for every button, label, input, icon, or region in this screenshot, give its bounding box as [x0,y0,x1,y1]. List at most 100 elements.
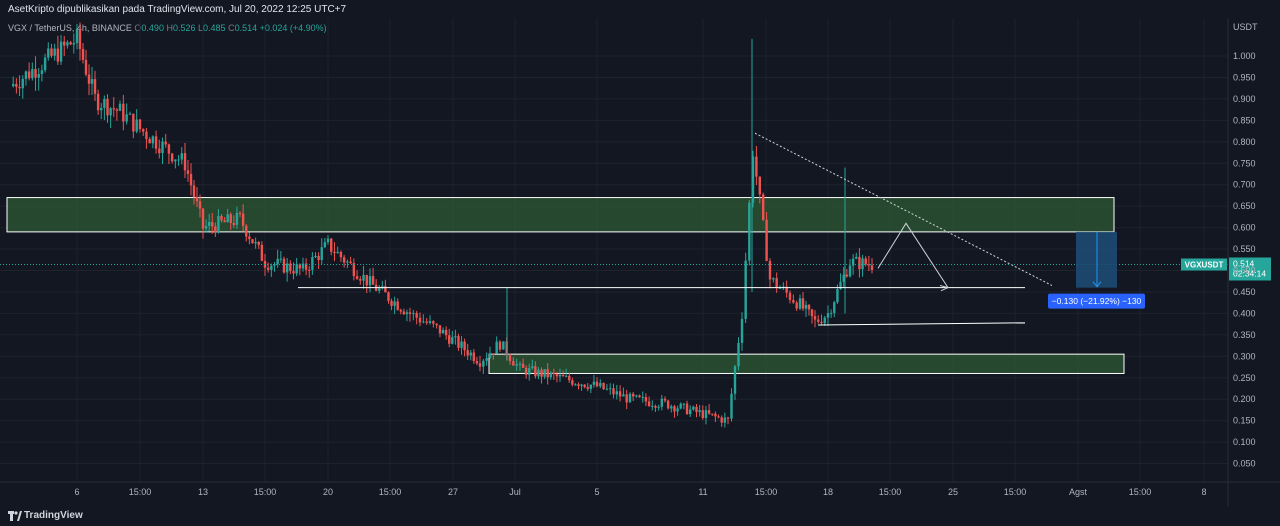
candle-body [384,286,387,293]
candle-body [378,288,381,291]
candle-body [167,144,171,154]
candle-body [625,394,628,403]
close-label: C [228,23,235,33]
candle-body [475,361,479,364]
candle-body [183,153,187,171]
candle-body [723,417,727,423]
candle-body [425,321,428,323]
candle-body [851,258,855,266]
high-label: H [166,23,173,33]
candle-body [495,341,498,354]
candle-body [263,260,267,268]
candle-body [87,74,91,84]
candle-body [673,406,676,412]
time-tick-label: Agst [1069,487,1088,497]
candle-body [704,410,708,419]
time-tick-label: 5 [594,487,599,497]
candle-body [47,48,50,58]
candle-body [762,194,765,220]
price-tick-label: 0.950 [1233,72,1256,82]
candle-body [438,325,442,334]
candle-body [93,79,97,94]
candle-body [339,251,343,258]
candle-body [308,269,311,271]
candle-body [826,313,830,318]
price-tick-label: 0.200 [1233,394,1256,404]
price-tick-label: 0.050 [1233,459,1256,469]
candle-body [518,363,522,365]
candle-body [148,139,151,144]
candle-body [498,341,502,350]
candle-body [772,278,775,280]
candle-body [580,384,583,386]
candle-body [180,153,183,160]
candle-body [463,341,466,351]
chart-area[interactable]: −0.130 (−21.92%) −130 VGXUSDT 0.514 02:34:1… [0,18,1280,506]
price-tick-label: 0.700 [1233,180,1256,190]
candle-body [125,114,128,122]
candle-body [273,264,276,266]
candle-body [100,107,103,111]
candle-body [845,274,849,277]
candle-body [595,381,599,387]
candle-body [599,382,602,387]
low-value: 0.485 [203,23,226,33]
candle-body [864,258,867,265]
candle-body [695,406,698,412]
time-tick-label: 15:00 [129,487,152,497]
candle-body [359,278,362,281]
candle-body [115,109,119,111]
open-label: O [134,23,142,33]
candle-body [444,329,448,336]
candle-body [858,256,861,270]
candle-body [571,380,574,385]
candle-body [792,300,795,303]
symbol-name[interactable]: VGX / TetherUS, 4h, BINANCE [8,23,132,33]
time-tick-label: 15:00 [879,487,902,497]
candle-body [396,301,399,310]
candle-body [564,375,568,377]
change-value: +0.024 (+4.90%) [259,23,327,33]
candle-body [555,374,559,377]
candle-body [154,136,158,149]
candle-body [823,317,826,324]
price-tag-countdown: 02:34:14 [1233,268,1266,278]
candle-body [390,300,393,306]
price-tick-label: 0.150 [1233,416,1256,426]
candle-body [56,48,60,62]
candle-body [201,208,205,229]
candle-body [641,396,644,398]
candle-body [807,304,811,310]
candle-body [248,236,251,240]
candle-body [304,263,308,270]
candle-body [692,406,695,410]
candle-body [685,403,689,415]
candle-body [549,372,552,378]
price-tick-label: 0.500 [1233,266,1256,276]
candle-body [635,395,638,397]
candle-body [660,398,664,407]
candle-body [24,71,28,79]
candle-body [346,261,349,263]
candle-body [615,391,618,395]
candle-body [546,369,549,378]
candle-body [537,369,540,377]
candle-body [839,281,842,290]
candle-body [161,141,164,154]
candle-body [266,267,270,270]
candle-body [270,265,273,270]
symbol-legend: VGX / TetherUS, 4h, BINANCE O0.490 H0.52… [8,21,327,35]
candle-body [478,363,482,367]
candle-body [317,255,320,261]
candle-body [654,405,657,408]
candle-body [618,391,622,397]
price-axis: 1.000 0.950 0.900 0.850 0.800 0.750 0.700 0.650… [1227,18,1258,506]
candle-body [412,312,415,314]
candle-body [663,398,667,401]
candle-body [574,384,577,386]
candle-body [241,213,245,226]
projection-path [877,222,949,288]
time-tick-label: 20 [323,487,333,497]
candle-body [418,317,422,323]
